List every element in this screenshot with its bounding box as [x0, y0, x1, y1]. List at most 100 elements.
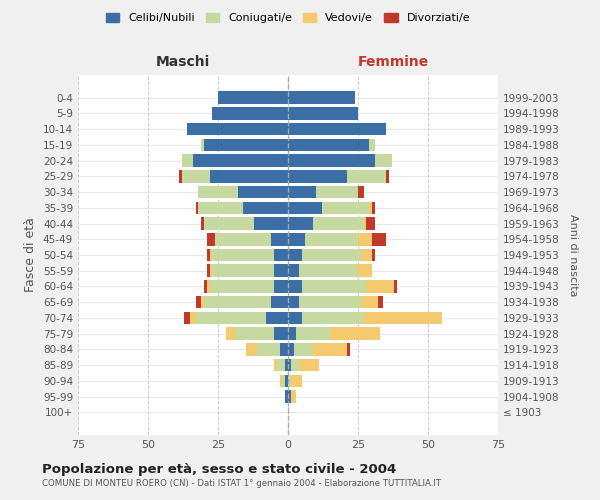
Text: Femmine: Femmine	[358, 55, 428, 69]
Bar	[288, 374, 291, 387]
Bar	[313, 217, 364, 230]
Bar	[288, 123, 386, 136]
Bar	[367, 217, 375, 230]
Y-axis label: Fasce di età: Fasce di età	[25, 218, 37, 292]
Bar	[293, 343, 313, 355]
Bar	[196, 296, 201, 308]
Bar	[288, 92, 355, 104]
Bar	[226, 328, 235, 340]
Bar	[291, 359, 299, 372]
Bar	[375, 154, 392, 167]
Bar	[369, 202, 372, 214]
Bar	[369, 138, 375, 151]
Bar	[201, 296, 204, 308]
Bar	[209, 280, 274, 293]
Bar	[274, 280, 288, 293]
Bar	[184, 312, 190, 324]
Bar	[347, 343, 350, 355]
Bar	[288, 343, 293, 355]
Bar	[199, 186, 238, 198]
Bar	[271, 296, 288, 308]
Bar	[313, 343, 347, 355]
Bar	[299, 296, 361, 308]
Bar	[204, 280, 207, 293]
Bar	[361, 248, 372, 262]
Bar	[285, 390, 288, 403]
Bar	[274, 328, 288, 340]
Bar	[288, 280, 302, 293]
Bar	[296, 328, 330, 340]
Bar	[288, 264, 299, 277]
Bar	[257, 343, 280, 355]
Bar	[347, 170, 386, 182]
Bar	[302, 248, 361, 262]
Bar	[209, 170, 288, 182]
Text: Maschi: Maschi	[156, 55, 210, 69]
Bar	[394, 280, 397, 293]
Bar	[358, 264, 372, 277]
Bar	[201, 217, 204, 230]
Bar	[316, 186, 358, 198]
Y-axis label: Anni di nascita: Anni di nascita	[568, 214, 578, 296]
Bar	[212, 248, 274, 262]
Bar	[204, 138, 288, 151]
Bar	[182, 154, 193, 167]
Bar	[199, 202, 243, 214]
Bar	[288, 138, 369, 151]
Bar	[209, 264, 212, 277]
Bar	[254, 217, 288, 230]
Bar	[207, 248, 209, 262]
Bar	[358, 186, 364, 198]
Bar	[193, 154, 288, 167]
Bar	[299, 359, 319, 372]
Bar	[288, 217, 313, 230]
Bar	[285, 359, 288, 372]
Bar	[207, 280, 209, 293]
Bar	[386, 170, 389, 182]
Bar	[179, 170, 182, 182]
Bar	[364, 217, 367, 230]
Bar	[364, 312, 442, 324]
Bar	[288, 154, 375, 167]
Text: Popolazione per età, sesso e stato civile - 2004: Popolazione per età, sesso e stato civil…	[42, 462, 396, 475]
Bar	[288, 248, 302, 262]
Bar	[288, 107, 358, 120]
Bar	[288, 390, 291, 403]
Bar	[322, 202, 369, 214]
Bar	[204, 217, 254, 230]
Bar	[288, 202, 322, 214]
Bar	[201, 138, 204, 151]
Bar	[291, 374, 302, 387]
Bar	[361, 296, 377, 308]
Bar	[372, 233, 386, 245]
Bar	[207, 233, 215, 245]
Bar	[271, 233, 288, 245]
Bar	[187, 123, 288, 136]
Bar	[372, 202, 375, 214]
Bar	[285, 374, 288, 387]
Bar	[215, 233, 271, 245]
Bar	[288, 312, 302, 324]
Bar	[288, 359, 291, 372]
Bar	[302, 280, 367, 293]
Bar	[291, 390, 296, 403]
Bar	[280, 374, 283, 387]
Bar	[288, 233, 305, 245]
Bar	[274, 264, 288, 277]
Bar	[218, 92, 288, 104]
Bar	[367, 280, 394, 293]
Legend: Celibi/Nubili, Coniugati/e, Vedovi/e, Divorziati/e: Celibi/Nubili, Coniugati/e, Vedovi/e, Di…	[101, 8, 475, 28]
Bar	[207, 264, 209, 277]
Bar	[235, 328, 274, 340]
Bar	[299, 264, 358, 277]
Bar	[330, 328, 380, 340]
Text: COMUNE DI MONTEU ROERO (CN) - Dati ISTAT 1° gennaio 2004 - Elaborazione TUTTITAL: COMUNE DI MONTEU ROERO (CN) - Dati ISTAT…	[42, 479, 441, 488]
Bar	[196, 202, 199, 214]
Bar	[302, 312, 364, 324]
Bar	[280, 343, 288, 355]
Bar	[358, 233, 372, 245]
Bar	[266, 312, 288, 324]
Bar	[274, 248, 288, 262]
Bar	[277, 359, 285, 372]
Bar	[196, 312, 266, 324]
